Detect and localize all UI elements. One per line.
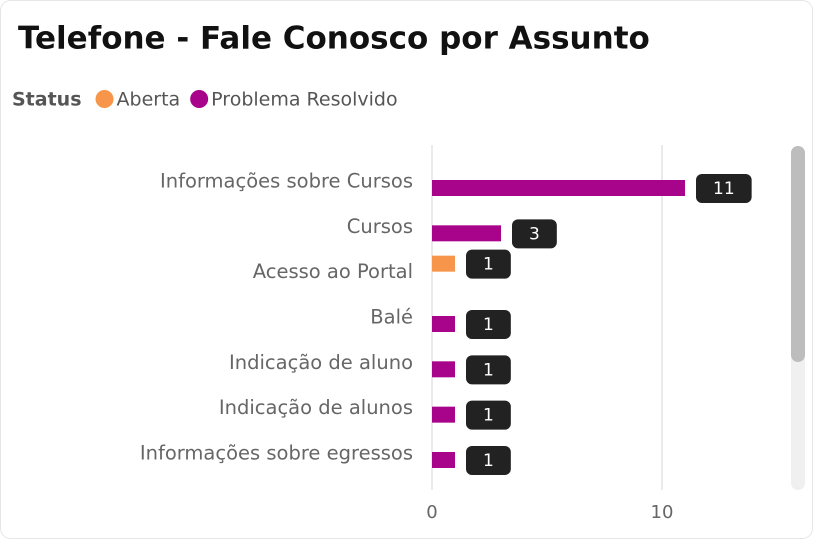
legend-label: Problema Resolvido (211, 89, 397, 111)
legend-title: Status (12, 89, 82, 111)
x-tick-label: 10 (651, 502, 674, 523)
y-tick-label: Acesso ao Portal (253, 260, 413, 283)
legend-swatch (95, 90, 114, 108)
data-label-box (466, 309, 511, 339)
data-label: 1 (483, 360, 494, 380)
y-tick-label: Indicação de alunos (219, 396, 413, 419)
legend-swatch (190, 90, 209, 108)
y-tick-label: Informações sobre Cursos (160, 170, 413, 193)
data-label: 11 (713, 179, 735, 199)
y-tick-label: Balé (370, 305, 413, 328)
data-label: 1 (483, 315, 494, 335)
bar (432, 361, 455, 378)
scrollbar-thumb[interactable] (791, 146, 805, 362)
y-tick-label: Indicação de aluno (229, 351, 413, 374)
data-label-box (512, 219, 557, 249)
data-label: 3 (529, 224, 540, 244)
chart-title: Telefone - Fale Conosco por Assunto (18, 21, 650, 57)
y-tick-label: Informações sobre egressos (140, 441, 413, 464)
x-tick-label: 0 (426, 502, 437, 523)
data-label: 1 (483, 406, 494, 426)
data-label-box (696, 174, 752, 203)
bar (432, 255, 455, 272)
data-label-box (466, 400, 511, 430)
data-label-box (466, 249, 511, 279)
bar (432, 225, 501, 242)
data-label-box (466, 445, 511, 475)
legend-label: Aberta (117, 89, 181, 111)
data-label: 1 (483, 255, 494, 275)
bar (432, 180, 685, 196)
bar (432, 451, 455, 468)
data-label-box (466, 355, 511, 385)
y-tick-label: Cursos (347, 215, 413, 238)
data-label: 1 (483, 451, 494, 471)
bar (432, 315, 455, 332)
bar (432, 406, 455, 423)
